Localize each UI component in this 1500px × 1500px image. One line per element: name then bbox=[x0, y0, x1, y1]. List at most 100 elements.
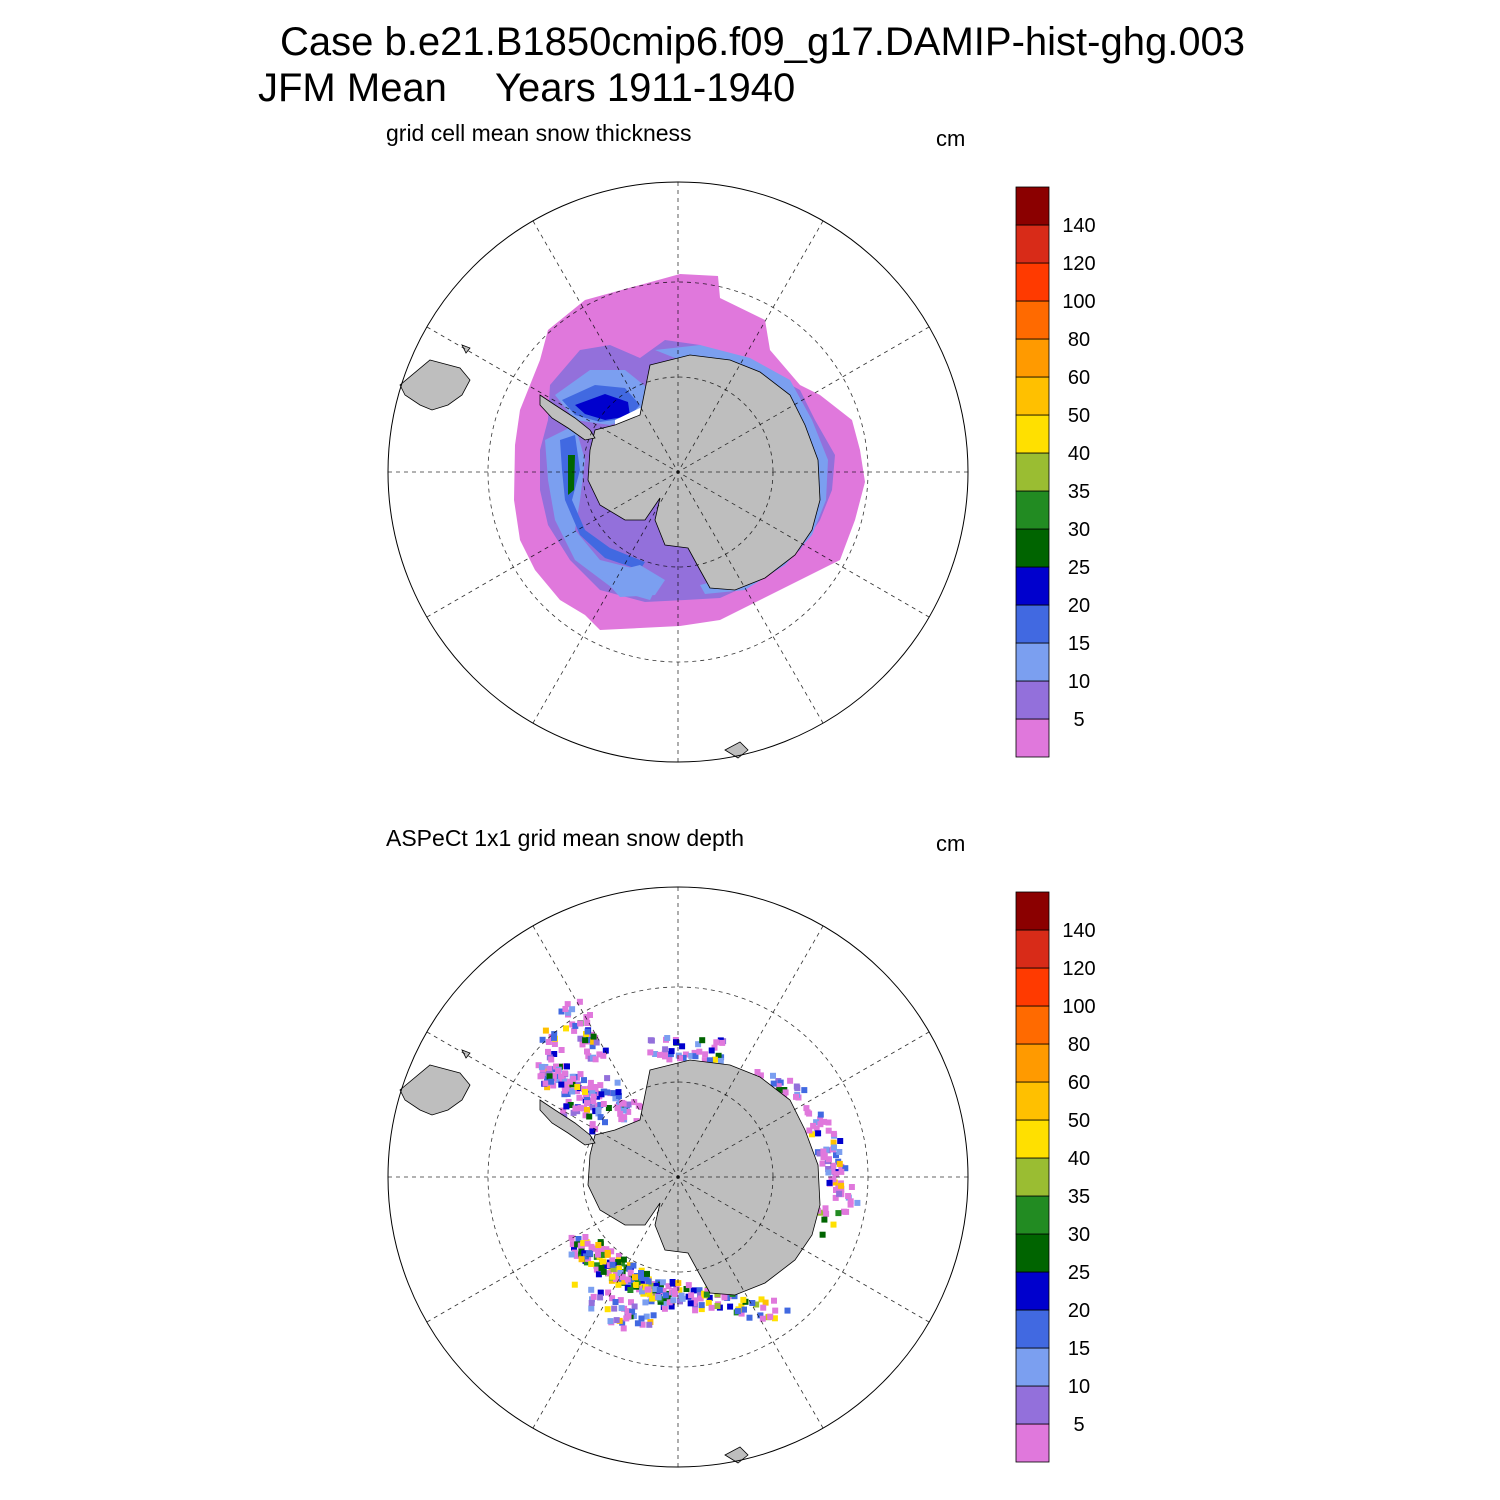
obs-cell bbox=[617, 1270, 624, 1276]
obs-cell bbox=[612, 1299, 619, 1305]
obs-cell bbox=[806, 1127, 813, 1134]
map-boundary bbox=[387, 181, 969, 763]
obs-cell bbox=[822, 1205, 829, 1212]
figure-subtitle: JFM Mean Years 1911-1940 bbox=[258, 68, 795, 108]
colorbar-box-3 bbox=[1015, 1309, 1050, 1349]
obs-cell bbox=[597, 1082, 604, 1089]
obs-cell bbox=[624, 1308, 631, 1315]
obs-cell bbox=[589, 1104, 596, 1111]
obs-cell bbox=[704, 1288, 711, 1294]
obs-cell bbox=[535, 1062, 542, 1069]
obs-cell bbox=[649, 1295, 656, 1302]
colorbar-box-10 bbox=[1015, 1043, 1050, 1083]
obs-cell bbox=[672, 1291, 679, 1297]
south-america-land bbox=[399, 1064, 471, 1116]
colorbar-box-5 bbox=[1015, 1233, 1050, 1273]
obs-cell bbox=[615, 1253, 622, 1259]
obs-cell bbox=[683, 1286, 690, 1292]
obs-cell bbox=[630, 1262, 637, 1269]
colorbar-box-11 bbox=[1015, 300, 1050, 340]
colorbar-tick-label: 80 bbox=[1068, 1034, 1090, 1056]
obs-cell bbox=[771, 1297, 777, 1304]
panel-2-title: ASPeCt 1x1 grid mean snow depth bbox=[386, 825, 744, 851]
obs-cell bbox=[579, 1041, 586, 1048]
colorbar-tick-label: 35 bbox=[1068, 1186, 1090, 1208]
obs-cell bbox=[604, 1075, 611, 1082]
obs-cell bbox=[588, 1261, 595, 1267]
obs-cell bbox=[563, 1103, 570, 1110]
colorbar-box-7 bbox=[1015, 452, 1050, 492]
obs-cell bbox=[670, 1280, 676, 1287]
obs-cell bbox=[679, 1043, 686, 1050]
obs-cell bbox=[588, 1305, 595, 1312]
obs-cell bbox=[708, 1304, 715, 1311]
obs-cell bbox=[638, 1103, 645, 1110]
obs-cell bbox=[565, 1009, 572, 1016]
obs-cell bbox=[666, 1056, 673, 1063]
obs-cell bbox=[836, 1160, 843, 1167]
obs-cell bbox=[843, 1208, 850, 1215]
colorbar-box-12 bbox=[1015, 262, 1050, 302]
obs-cell bbox=[583, 1259, 590, 1266]
obs-cell bbox=[614, 1105, 621, 1112]
obs-cell bbox=[757, 1072, 764, 1079]
obs-cell bbox=[542, 1080, 549, 1087]
obs-cell bbox=[592, 1056, 599, 1063]
obs-cell bbox=[600, 1258, 607, 1265]
obs-cell bbox=[590, 1093, 597, 1100]
obs-cell bbox=[668, 1303, 675, 1310]
obs-cell bbox=[544, 1084, 551, 1091]
obs-cell bbox=[564, 1063, 570, 1070]
obs-cell bbox=[647, 1049, 654, 1056]
obs-cell bbox=[593, 1262, 600, 1269]
obs-cell bbox=[738, 1310, 745, 1317]
obs-cell bbox=[754, 1069, 761, 1075]
obs-cell bbox=[590, 1293, 597, 1300]
obs-cell bbox=[643, 1313, 650, 1320]
colorbar-tick-label: 120 bbox=[1062, 958, 1095, 980]
obs-cell bbox=[580, 1240, 587, 1247]
obs-cell bbox=[631, 1099, 638, 1106]
obs-cell bbox=[628, 1299, 634, 1306]
obs-cell bbox=[770, 1080, 777, 1087]
obs-cell bbox=[539, 1036, 546, 1043]
obs-cell bbox=[690, 1287, 697, 1294]
meridian-120 bbox=[532, 220, 824, 724]
colorbar-tick-label: 40 bbox=[1068, 443, 1090, 465]
obs-cell bbox=[597, 1294, 604, 1301]
obs-cell bbox=[817, 1111, 824, 1118]
obs-cell bbox=[842, 1165, 849, 1172]
obs-cell bbox=[825, 1169, 832, 1176]
obs-cell bbox=[644, 1270, 650, 1277]
obs-cell bbox=[804, 1109, 811, 1116]
obs-cell bbox=[775, 1083, 782, 1090]
colorbar-box-4 bbox=[1015, 1271, 1050, 1311]
obs-cell bbox=[570, 1109, 577, 1116]
obs-cell bbox=[564, 1091, 571, 1097]
obs-cell bbox=[542, 1027, 549, 1034]
obs-cell bbox=[598, 1265, 605, 1271]
obs-cell bbox=[625, 1101, 632, 1108]
obs-cell bbox=[619, 1274, 626, 1281]
obs-cell bbox=[692, 1297, 698, 1304]
colorbar-box-2 bbox=[1015, 642, 1050, 682]
obs-cell bbox=[830, 1221, 837, 1228]
obs-cell bbox=[598, 1251, 605, 1258]
obs-cell bbox=[760, 1304, 767, 1311]
obs-cell bbox=[577, 1071, 584, 1078]
obs-cell bbox=[685, 1282, 692, 1289]
obs-cell bbox=[610, 1266, 617, 1272]
colorbar-box-9 bbox=[1015, 376, 1050, 416]
new-zealand-land bbox=[724, 741, 749, 759]
colorbar-box-7 bbox=[1015, 1157, 1050, 1197]
obs-cell bbox=[817, 1116, 824, 1123]
obs-cell bbox=[585, 1037, 592, 1043]
obs-cell bbox=[584, 1028, 591, 1035]
obs-cell bbox=[561, 1081, 568, 1088]
colorbar-box-1 bbox=[1015, 1385, 1050, 1425]
obs-cell bbox=[588, 1243, 595, 1250]
weddell-core-region bbox=[575, 394, 630, 420]
obs-cell bbox=[617, 1297, 624, 1304]
colorbar-tick-label: 140 bbox=[1062, 215, 1095, 237]
colorbar-tick-label: 15 bbox=[1068, 1338, 1090, 1360]
